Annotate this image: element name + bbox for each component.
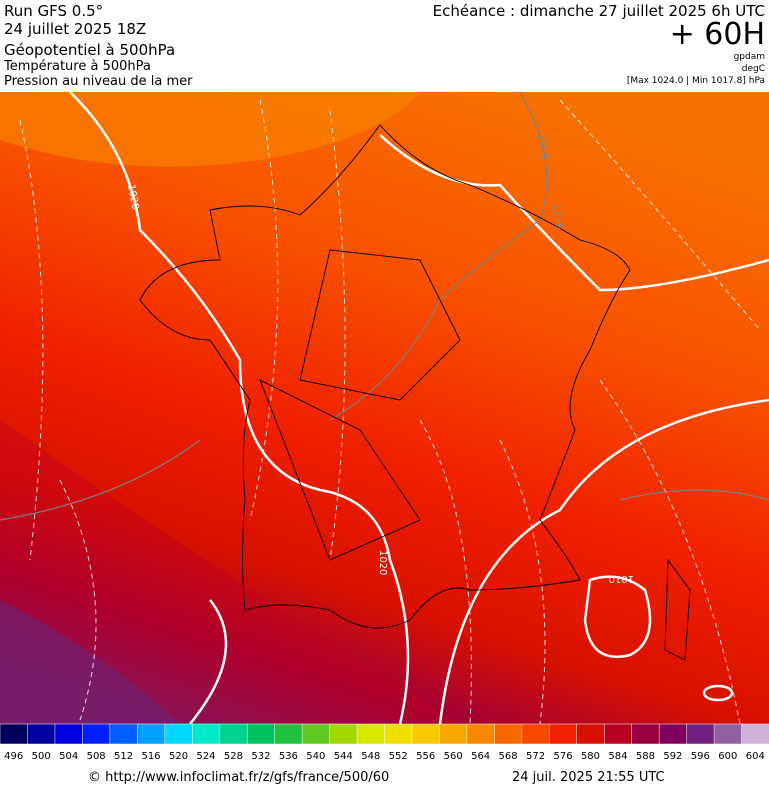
- color-swatch: [603, 723, 633, 745]
- color-swatch: [658, 723, 688, 745]
- colorbar-label: 564: [471, 751, 490, 762]
- color-swatch: [27, 723, 56, 745]
- color-swatch: [274, 723, 303, 745]
- color-swatch: [301, 723, 331, 745]
- colorbar-label: 584: [608, 751, 627, 762]
- color-swatch: [631, 723, 660, 745]
- color-swatch: [576, 723, 605, 745]
- valid-time: Echéance : dimanche 27 juillet 2025 6h U…: [433, 2, 765, 20]
- run: Run GFS 0.5°: [4, 2, 103, 20]
- colorbar-label: 580: [581, 751, 600, 762]
- colorbar-label: 604: [746, 751, 765, 762]
- color-swatch: [109, 723, 139, 745]
- color-swatch: [246, 723, 276, 745]
- layer: Pression au niveau de la mer: [4, 74, 193, 89]
- color-swatch: [741, 723, 769, 745]
- color-swatch: [521, 723, 551, 745]
- layer: Température à 500hPa: [3, 59, 151, 74]
- color-swatch: [713, 723, 743, 745]
- color-swatch: [192, 723, 221, 745]
- colorbar-label: 496: [4, 751, 23, 762]
- colorbar-label: 524: [196, 751, 215, 762]
- colorbar-label: 544: [334, 751, 353, 762]
- colorbar-label: 568: [499, 751, 518, 762]
- contour-label: 1010: [609, 573, 634, 584]
- source-url: © http://www.infoclimat.fr/z/gfs/france/…: [88, 770, 389, 785]
- color-swatch: [137, 723, 166, 745]
- colorbar-label: 588: [636, 751, 655, 762]
- color-swatch: [164, 723, 194, 745]
- colorbar-label: 552: [389, 751, 408, 762]
- color-swatch: [356, 723, 386, 745]
- timestamp: 24 juil. 2025 21:55 UTC: [512, 770, 665, 785]
- colorbar-label: 556: [416, 751, 435, 762]
- color-swatch: [82, 723, 111, 745]
- color-swatch: [54, 723, 84, 745]
- colorbar-label: 532: [251, 751, 270, 762]
- colorbar-label: 600: [718, 751, 737, 762]
- color-swatch: [686, 723, 715, 745]
- colorbar-label: 520: [169, 751, 188, 762]
- unit: gpdam: [734, 52, 765, 62]
- color-swatch: [439, 723, 468, 745]
- colorbar-label: 516: [142, 751, 161, 762]
- colorbar-label: 560: [444, 751, 463, 762]
- color-swatch: [329, 723, 358, 745]
- contour-label: 1020: [377, 550, 388, 575]
- colorbar-label: 548: [361, 751, 380, 762]
- colorbar-label: 592: [663, 751, 682, 762]
- lead-time: + 60H: [670, 17, 765, 52]
- color-swatch: [0, 723, 29, 745]
- layer: Géopotentiel à 500hPa: [4, 41, 175, 59]
- pressure-range: [Max 1024.0 | Min 1017.8] hPa: [627, 76, 765, 86]
- colorbar-label: 540: [306, 751, 325, 762]
- colorbar-label: 500: [32, 751, 51, 762]
- colorbar-label: 572: [526, 751, 545, 762]
- colorbar-label: 508: [87, 751, 106, 762]
- contour-label: 1020: [125, 184, 140, 211]
- contour-label: 1016: [535, 134, 550, 161]
- colorbar-label: 504: [59, 751, 78, 762]
- run-date: 24 juillet 2025 18Z: [4, 20, 146, 38]
- colorbar-label: 576: [553, 751, 572, 762]
- colorbar-label: 528: [224, 751, 243, 762]
- colorbar-label: 512: [114, 751, 133, 762]
- color-swatch: [411, 723, 441, 745]
- color-swatch: [549, 723, 578, 745]
- color-swatch: [494, 723, 523, 745]
- color-swatch: [219, 723, 248, 745]
- colorbar-label: 596: [691, 751, 710, 762]
- colorbar-label: 536: [279, 751, 298, 762]
- contour-label: 1016: [549, 204, 564, 231]
- map: [0, 91, 769, 725]
- color-swatch: [466, 723, 496, 745]
- color-swatch: [384, 723, 413, 745]
- unit: degC: [742, 64, 765, 74]
